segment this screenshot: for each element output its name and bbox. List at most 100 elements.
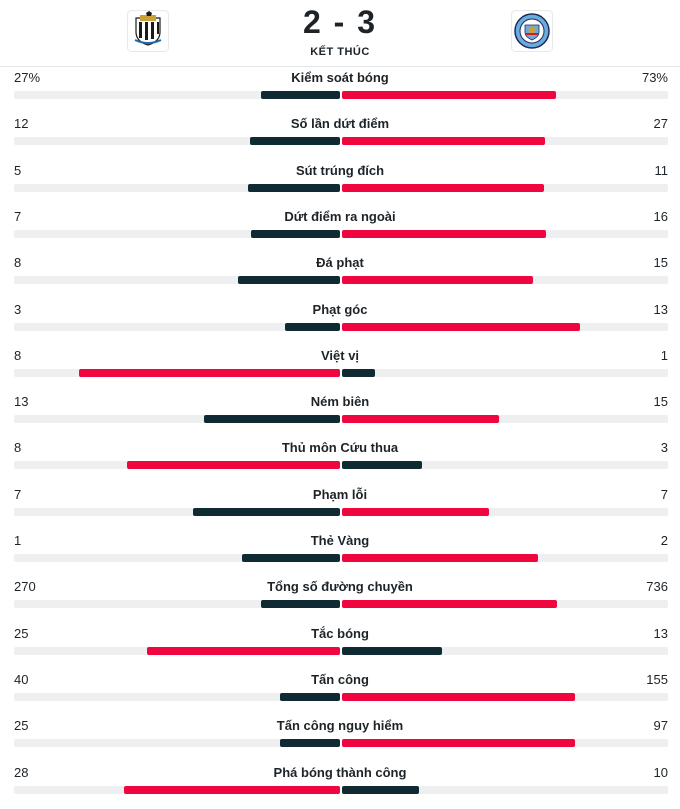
away-stat-value: 2 — [660, 533, 668, 548]
away-stat-track — [342, 415, 668, 424]
stat-label: Việt vị — [320, 347, 360, 363]
stat-row: 5 Sút trúng đích 11 — [0, 161, 680, 207]
stat-label: Phạm lỗi — [312, 486, 368, 502]
stat-row: 7 Phạm lỗi 7 — [0, 485, 680, 531]
away-stat-value: 1 — [660, 347, 668, 363]
home-stat-bar — [285, 322, 340, 331]
match-header: 2 - 3 KẾT THÚC — [0, 0, 680, 67]
home-stat-value: 8 — [14, 440, 22, 456]
away-stat-value: 16 — [653, 208, 668, 224]
stat-row: 40 Tấn công 155 — [0, 670, 680, 716]
away-stat-bar — [342, 739, 575, 748]
stat-row: 7 Dứt điểm ra ngoài 16 — [0, 207, 680, 253]
home-stat-value: 12 — [14, 116, 29, 132]
away-stat-value: 97 — [653, 718, 668, 734]
away-stat-bar — [342, 785, 419, 794]
home-stat-value: 27% — [14, 70, 41, 85]
stat-row: 28 Phá bóng thành công 10 — [0, 763, 680, 809]
away-stat-track — [342, 554, 668, 562]
home-stat-track — [14, 600, 340, 609]
away-stat-value: 27 — [653, 116, 668, 132]
home-stat-bar — [261, 600, 340, 609]
home-stat-value: 13 — [14, 394, 29, 410]
stat-label: Ném biên — [310, 394, 370, 410]
away-stat-bar — [342, 507, 489, 516]
home-stat-bar — [248, 183, 340, 192]
home-stat-bar — [193, 507, 340, 516]
away-stat-value: 73% — [641, 70, 668, 85]
away-stat-track — [342, 276, 668, 285]
home-stat-value: 25 — [14, 718, 29, 734]
stat-label: Kiểm soát bóng — [291, 70, 389, 85]
away-stat-value: 736 — [646, 579, 668, 595]
home-stat-track — [14, 507, 340, 516]
stat-row: 25 Tấn công nguy hiểm 97 — [0, 716, 680, 762]
away-stat-bar — [342, 646, 442, 655]
home-stat-track — [14, 646, 340, 655]
stat-row: 1 Thẻ Vàng 2 — [0, 531, 680, 577]
match-score: 2 - 3 — [302, 4, 378, 40]
home-stat-bar — [280, 739, 340, 748]
home-stat-track — [14, 183, 340, 192]
home-stat-bar — [242, 554, 340, 562]
stat-row: 13 Ném biên 15 — [0, 392, 680, 438]
stat-label: Tấn công — [311, 671, 369, 687]
stat-label: Sút trúng đích — [295, 162, 385, 178]
stat-label: Tắc bóng — [311, 625, 369, 641]
away-stat-track — [342, 785, 668, 794]
home-stat-bar — [127, 461, 340, 470]
home-stat-track — [14, 415, 340, 424]
away-stat-bar — [342, 554, 538, 562]
away-stat-bar — [342, 415, 499, 424]
away-stat-bar — [342, 368, 375, 377]
away-stat-bar — [342, 91, 556, 99]
stat-label: Phá bóng thành công — [273, 764, 407, 780]
home-stat-track — [14, 368, 340, 377]
home-stat-value: 8 — [14, 347, 22, 363]
away-stat-track — [342, 646, 668, 655]
home-stat-bar — [124, 785, 340, 794]
home-stat-track — [14, 229, 340, 238]
home-stat-track — [14, 739, 340, 748]
away-stat-bar — [342, 276, 533, 285]
home-stat-track — [14, 785, 340, 794]
away-stat-bar — [342, 137, 545, 146]
away-stat-bar — [342, 183, 544, 192]
away-stat-track — [342, 692, 668, 701]
home-stat-value: 25 — [14, 625, 29, 641]
home-stat-bar — [79, 368, 340, 377]
away-stat-value: 15 — [653, 394, 668, 410]
home-stat-value: 270 — [14, 579, 36, 595]
away-stat-track — [342, 600, 668, 609]
away-stat-bar — [342, 692, 575, 701]
match-status: KẾT THÚC — [310, 46, 370, 58]
home-stat-value: 7 — [14, 208, 22, 224]
stat-row: 8 Đá phạt 15 — [0, 253, 680, 299]
stat-label: Phạt góc — [312, 301, 368, 317]
stat-row: 27% Kiểm soát bóng 73% — [0, 68, 680, 114]
stat-row: 8 Việt vị 1 — [0, 346, 680, 392]
home-stat-value: 28 — [14, 764, 29, 780]
stat-row: 3 Phạt góc 13 — [0, 300, 680, 346]
away-stat-track — [342, 91, 668, 99]
home-stat-value: 7 — [14, 486, 22, 502]
home-stat-value: 40 — [14, 671, 29, 687]
home-stat-bar — [204, 415, 340, 424]
home-stat-track — [14, 91, 340, 99]
man-city-crest-icon[interactable] — [511, 10, 553, 52]
stat-row: 25 Tắc bóng 13 — [0, 624, 680, 670]
away-stat-value: 155 — [646, 671, 668, 687]
away-stat-value: 15 — [653, 255, 668, 271]
away-stat-value: 13 — [653, 625, 668, 641]
stat-row: 8 Thủ môn Cứu thua 3 — [0, 438, 680, 484]
home-stat-value: 5 — [14, 162, 22, 178]
home-stat-track — [14, 554, 340, 562]
away-stat-value: 10 — [653, 764, 668, 780]
stat-label: Thẻ Vàng — [310, 533, 370, 548]
away-stat-track — [342, 137, 668, 146]
newcastle-crest-icon[interactable] — [127, 10, 169, 52]
away-stat-bar — [342, 322, 580, 331]
stat-label: Đá phạt — [316, 255, 364, 271]
stat-label: Tổng số đường chuyền — [267, 579, 413, 595]
stat-label: Tấn công nguy hiểm — [276, 718, 404, 734]
